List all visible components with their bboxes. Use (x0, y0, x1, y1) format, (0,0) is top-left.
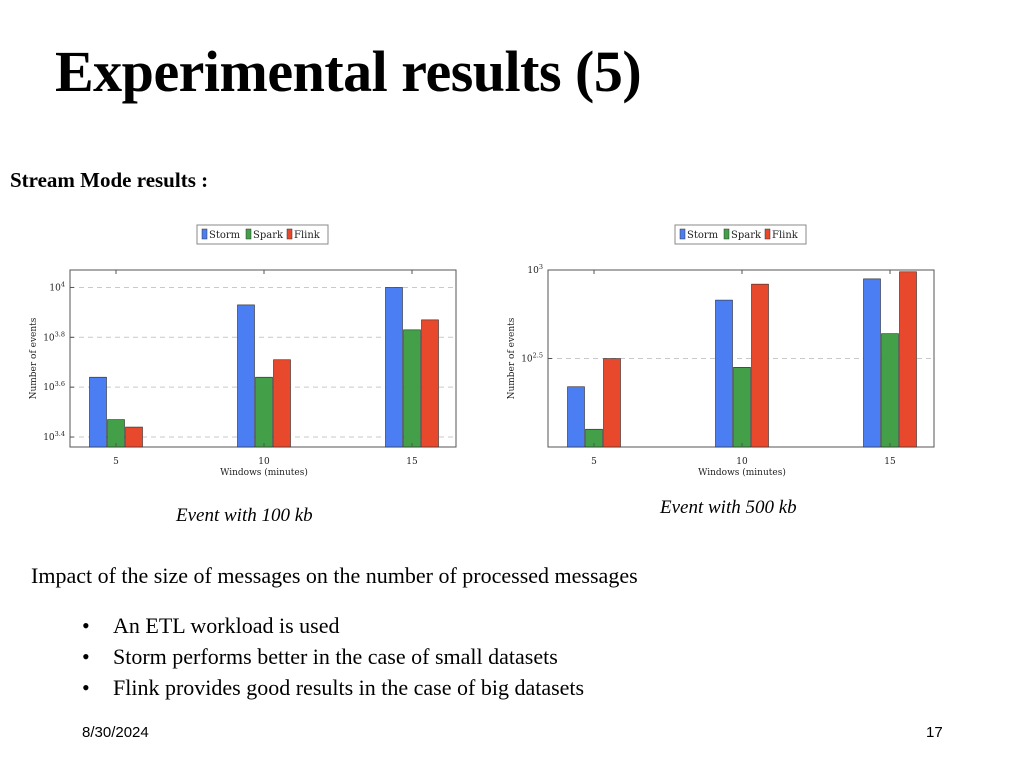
bullet-item: • Storm performs better in the case of sm… (82, 641, 584, 672)
bar-spark-5 (107, 419, 125, 448)
chart-legend: Storm Spark Flink (196, 224, 329, 245)
y-axis-label: Number of events (507, 317, 517, 399)
bar-spark-10 (733, 367, 751, 448)
x-tick-label: 5 (113, 457, 119, 467)
legend-swatch-flink (286, 228, 293, 240)
bullet-text: Storm performs better in the case of sma… (113, 644, 558, 669)
y-tick-label: 104 (49, 280, 65, 293)
bullet-icon: • (82, 644, 90, 669)
bar-flink-15 (899, 271, 917, 448)
legend-box (674, 224, 807, 245)
bar-storm-15 (385, 287, 403, 448)
x-tick-label: 10 (258, 457, 270, 467)
bar-chart-100kb: Storm Spark Flink 103.4 103.6 103.8 104 5 10 15 Wi… (29, 224, 457, 478)
bar-flink-10 (273, 359, 291, 448)
legend-swatch-storm (201, 228, 208, 240)
y-tick-label: 103.8 (43, 330, 65, 343)
bar-storm-10 (237, 304, 255, 448)
x-axis-label: Windows (minutes) (698, 467, 786, 478)
bar-chart-500kb: Storm Spark Flink 102.5 103 5 10 15 Windows (min… (507, 224, 935, 478)
legend-swatch-storm (679, 228, 686, 240)
bar-flink-10 (751, 283, 769, 448)
bar-spark-15 (881, 333, 899, 448)
legend-label-flink: Flink (294, 230, 321, 241)
bar-storm-15 (863, 278, 881, 448)
bullet-item: • An ETL workload is used (82, 610, 584, 641)
legend-swatch-spark (723, 228, 730, 240)
x-tick-label: 15 (884, 457, 896, 467)
legend-label-storm: Storm (209, 230, 241, 241)
x-tick-label: 15 (406, 457, 418, 467)
bullet-icon: • (82, 675, 90, 700)
chart-caption-500kb: Event with 500 kb (660, 497, 797, 518)
bar-spark-15 (403, 329, 421, 448)
y-tick-label: 103 (527, 263, 543, 276)
chart-caption-100kb: Event with 100 kb (176, 505, 313, 526)
legend-label-storm: Storm (687, 230, 719, 241)
bullet-icon: • (82, 613, 90, 638)
bullet-list: • An ETL workload is used • Storm performs… (82, 610, 584, 703)
y-tick-label: 102.5 (521, 352, 543, 365)
legend-label-spark: Spark (253, 230, 284, 241)
chart-legend: Storm Spark Flink (674, 224, 807, 245)
y-axis-label: Number of events (29, 317, 39, 399)
legend-swatch-spark (245, 228, 252, 240)
slide-date: 8/30/2024 (82, 724, 149, 741)
section-subtitle: Stream Mode results : (10, 168, 209, 192)
bullet-text: Flink provides good results in the case … (113, 675, 585, 700)
bullet-text: An ETL workload is used (113, 613, 340, 638)
bullet-item: • Flink provides good results in the case… (82, 672, 584, 703)
bar-storm-5 (567, 386, 585, 448)
legend-label-flink: Flink (772, 230, 799, 241)
y-tick-label: 103.4 (43, 430, 65, 443)
legend-swatch-flink (764, 228, 771, 240)
x-axis-label: Windows (minutes) (220, 467, 308, 478)
legend-box (196, 224, 329, 245)
legend-label-spark: Spark (731, 230, 762, 241)
bar-storm-10 (715, 299, 733, 448)
x-tick-label: 5 (591, 457, 597, 467)
bar-flink-15 (421, 319, 439, 448)
y-tick-label: 103.6 (43, 380, 65, 393)
bar-storm-5 (89, 376, 107, 448)
bar-spark-10 (255, 376, 273, 448)
bar-flink-5 (603, 358, 621, 448)
bar-flink-5 (125, 426, 143, 448)
x-tick-label: 10 (736, 457, 748, 467)
slide-title: Experimental results (5) (55, 39, 642, 104)
impact-statement: Impact of the size of messages on the nu… (31, 563, 638, 588)
slide-number: 17 (926, 724, 943, 741)
